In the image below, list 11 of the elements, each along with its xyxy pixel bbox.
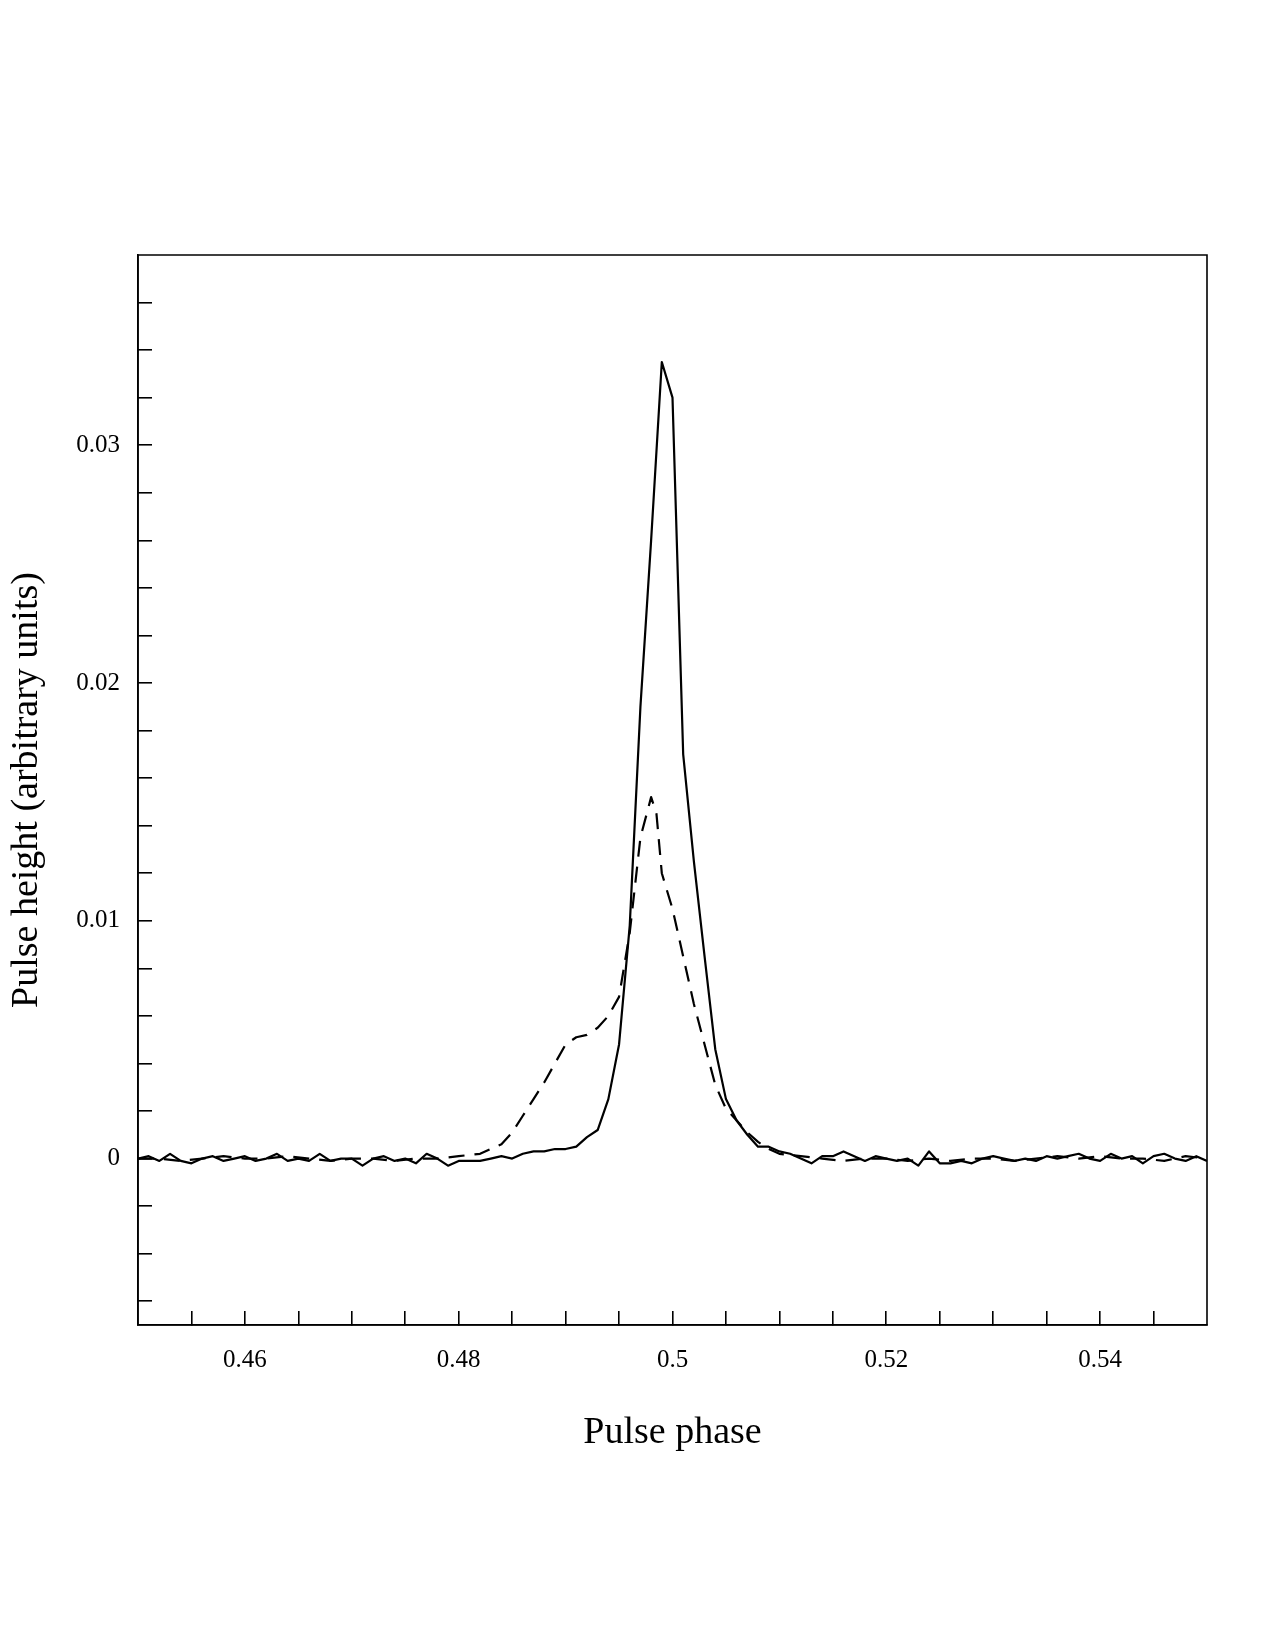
x-tick-label: 0.54 bbox=[1078, 1344, 1123, 1372]
x-tick-label: 0.52 bbox=[864, 1344, 909, 1372]
x-tick-label: 0.5 bbox=[656, 1344, 689, 1372]
x-tick-label: 0.48 bbox=[436, 1344, 481, 1372]
y-tick-label: 0.02 bbox=[76, 667, 120, 695]
y-axis-title: Pulse height (arbitrary units) bbox=[2, 572, 46, 1008]
x-tick-label: 0.46 bbox=[223, 1344, 267, 1372]
x-axis-title: Pulse phase bbox=[583, 1409, 762, 1452]
y-tick-label: 0 bbox=[107, 1143, 120, 1171]
y-tick-label: 0.03 bbox=[76, 429, 120, 457]
y-tick-label: 0.01 bbox=[76, 905, 120, 933]
